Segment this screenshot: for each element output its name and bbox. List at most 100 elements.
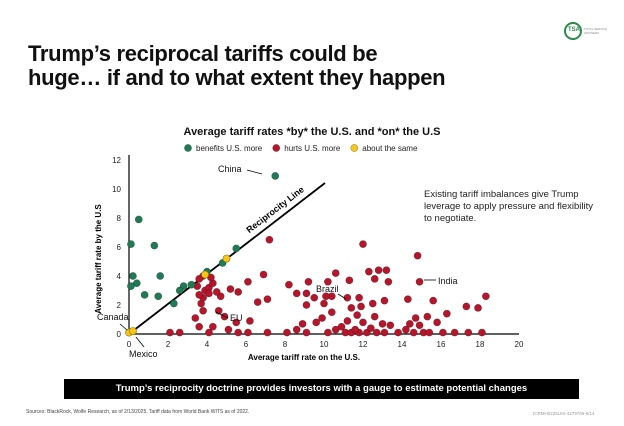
x-tick-label: 16: [437, 340, 446, 349]
hurts-point: [411, 314, 420, 322]
hurts-point: [331, 325, 340, 334]
same-point: [128, 327, 137, 335]
benefits-point: [150, 241, 159, 250]
sources-footnote: Sources: BlackRock, Wolfe Research, as o…: [26, 409, 250, 415]
legend-label-hurts: hurts U.S. more: [284, 144, 341, 153]
x-axis-label: Average tariff rate on the U.S.: [248, 353, 360, 362]
annotation-label: India: [438, 276, 458, 286]
x-tick-label: 20: [515, 340, 524, 349]
hurts-point: [442, 309, 451, 318]
hurts-point: [439, 328, 447, 337]
annotation-arrow: [119, 323, 128, 331]
x-tick-label: 0: [127, 340, 132, 349]
hurts-point: [318, 314, 326, 322]
benefits-point: [187, 280, 196, 289]
hurts-point: [298, 319, 307, 328]
hurts-point: [401, 325, 410, 334]
legend-marker-hurts: [272, 144, 281, 152]
x-tick-label: 12: [359, 340, 368, 349]
hurts-point: [413, 251, 422, 260]
y-tick-label: 12: [112, 156, 121, 165]
hurts-point: [386, 321, 395, 330]
annotation-label: Mexico: [129, 349, 158, 359]
hurts-point: [450, 328, 459, 337]
hurts-point: [302, 328, 311, 337]
hurts-point: [205, 289, 213, 298]
x-tick-label: 2: [166, 340, 171, 349]
hurts-point: [351, 325, 360, 334]
hurts-point: [245, 317, 254, 325]
hurts-point: [323, 277, 332, 286]
hurts-point: [283, 328, 291, 337]
hurts-point: [359, 240, 367, 248]
hurts-point: [378, 319, 387, 328]
hurts-point: [462, 302, 471, 311]
benefits-point: [127, 282, 135, 291]
hurts-point: [195, 290, 204, 299]
hurts-point: [212, 288, 221, 296]
hurts-point: [312, 318, 321, 327]
hurts-point: [208, 322, 217, 331]
hurts-point: [234, 328, 243, 337]
hurts-point: [345, 276, 354, 285]
hurts-point: [394, 328, 402, 337]
hurts-point: [292, 325, 301, 334]
hurts-point: [474, 303, 482, 312]
hurts-point: [244, 328, 252, 337]
hurts-point: [368, 299, 377, 308]
hurts-point: [423, 312, 432, 321]
logo-mark: TSA: [568, 27, 580, 33]
legend-marker-same: [350, 144, 359, 152]
hurts-point: [166, 328, 174, 337]
bottom-banner: Trump’s reciprocity doctrine provides in…: [64, 379, 579, 399]
benefits-point: [140, 290, 149, 299]
hurts-point: [464, 328, 473, 337]
hurts-point: [205, 328, 213, 337]
hurts-point: [320, 299, 328, 308]
hurts-point: [374, 266, 383, 275]
hurts-point: [234, 288, 243, 296]
hurts-point: [405, 319, 414, 328]
y-tick-label: 6: [117, 243, 122, 252]
reciprocity-line-label: Reciprocity Line: [244, 184, 306, 235]
hurts-point: [380, 328, 389, 337]
benefits-point: [156, 272, 165, 280]
hurts-point: [323, 328, 332, 337]
hurts-point: [403, 295, 412, 304]
hurts-point: [415, 277, 424, 286]
annotation-arrow: [215, 311, 229, 319]
hurts-point: [425, 328, 434, 337]
benefits-point: [154, 292, 163, 301]
hurts-point: [337, 322, 346, 331]
side-note: Existing tariff imbalances give Trump le…: [424, 189, 593, 224]
hurts-point: [195, 274, 204, 283]
hurts-point: [343, 317, 352, 325]
hurts-point: [478, 328, 486, 337]
hurts-point: [370, 274, 379, 283]
hurts-point: [331, 269, 340, 277]
document-code: ICRMH0225U/S-4279765-5/14: [533, 411, 595, 416]
y-tick-label: 4: [117, 272, 122, 281]
hurts-point: [224, 325, 233, 334]
chart-title: Average tariff rates *by* the U.S. and *…: [183, 126, 441, 138]
y-tick-label: 8: [117, 214, 122, 223]
hurts-point: [265, 235, 274, 244]
hurts-point: [195, 322, 204, 331]
tsa-logo: TSA TOTAL SERVICE ADVISERS: [564, 22, 608, 44]
benefits-point: [169, 299, 178, 308]
hurts-point: [355, 293, 363, 302]
hurts-point: [382, 266, 391, 275]
hurts-point: [284, 280, 293, 289]
hurts-point: [175, 328, 184, 337]
annotation-label: Canada: [97, 312, 129, 322]
logo-circle-icon: [564, 22, 582, 40]
hurts-point: [310, 293, 319, 302]
benefits-point: [134, 215, 143, 224]
x-tick-label: 18: [476, 340, 485, 349]
hurts-point: [409, 328, 418, 337]
hurts-point: [263, 328, 272, 337]
annotation-label: EU: [230, 313, 243, 323]
hurts-point: [384, 277, 393, 286]
x-tick-label: 4: [205, 340, 210, 349]
